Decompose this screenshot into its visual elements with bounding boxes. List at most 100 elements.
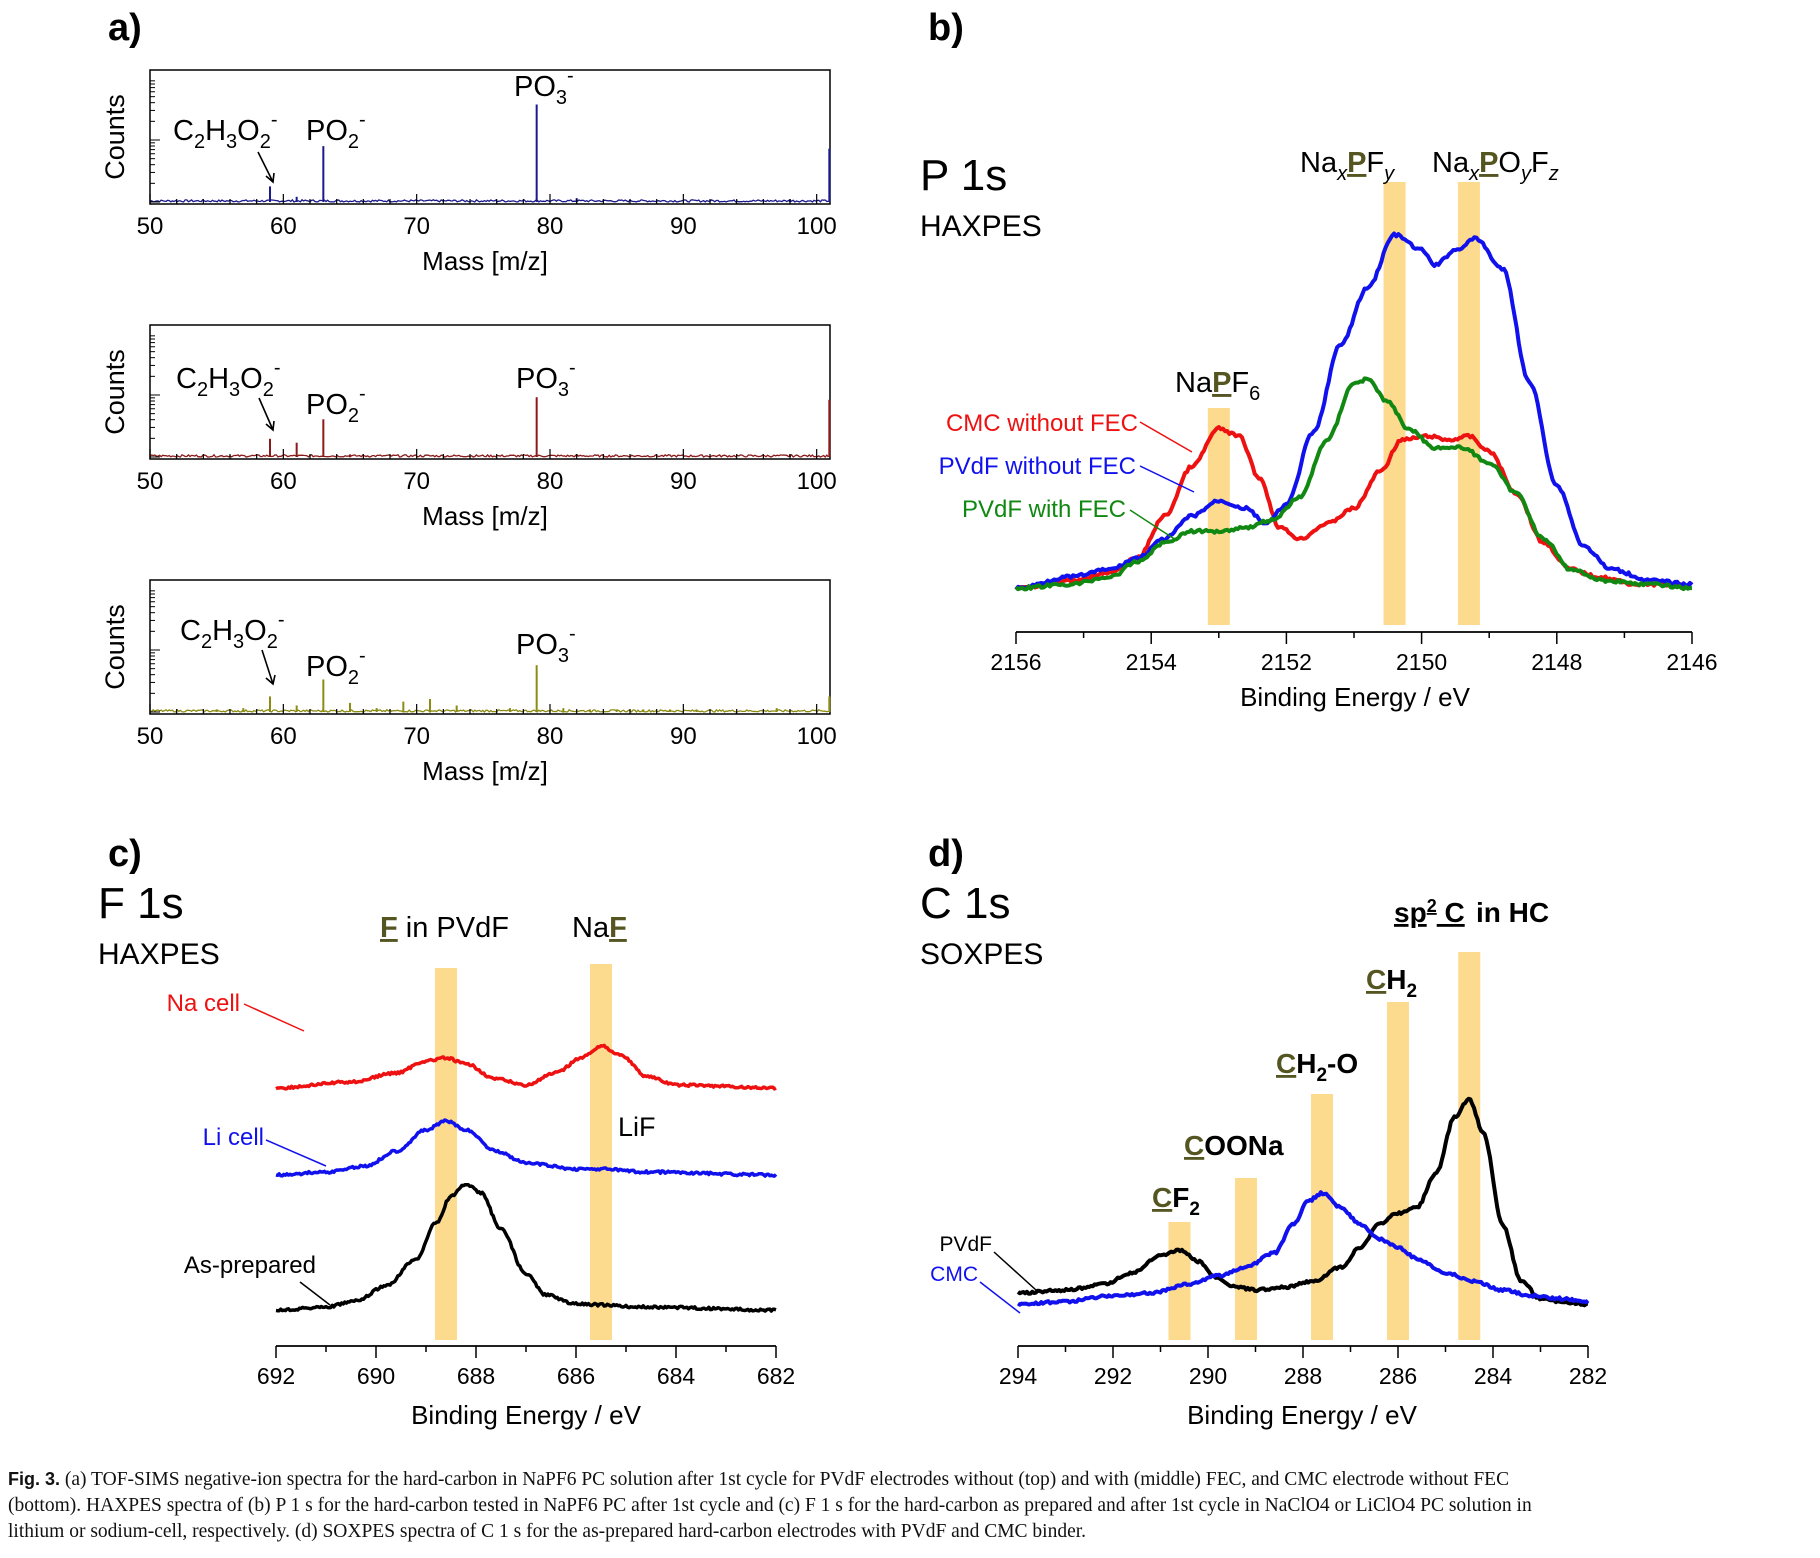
legend-li-cell: Li cell — [203, 1124, 264, 1151]
leader-pvdf — [993, 1251, 1037, 1291]
counts-axis-label: Counts — [100, 94, 130, 180]
legend-na-cell: Na cell — [167, 990, 240, 1017]
x-tick-label: 692 — [257, 1363, 295, 1389]
x-tick-label: 60 — [270, 723, 297, 750]
highlight-band — [1235, 1178, 1257, 1340]
annotations-middle: C2H3O2- PO2- PO3- — [176, 357, 576, 432]
x-tick-label: 80 — [537, 723, 564, 750]
label-c2h3o2: C2H3O2- — [176, 357, 281, 401]
caption-text-1: (a) TOF-SIMS negative-ion spectra for th… — [64, 1469, 1510, 1490]
arrow — [258, 397, 275, 432]
x-tick-label: 90 — [670, 723, 697, 750]
series-pvdf-with-fec — [1014, 376, 1693, 592]
x-tick-label: 70 — [403, 468, 430, 495]
figure-canvas: a) Counts Mass [m/z] 50 60 70 80 90 100 Count… — [98, 7, 1718, 1430]
panel-c-title: F 1s — [98, 879, 184, 928]
x-tick-label: 2156 — [990, 649, 1041, 675]
highlight-band — [1207, 408, 1230, 625]
x-tick-label: 2146 — [1666, 649, 1717, 675]
x-tick-label: 80 — [537, 213, 564, 240]
panel-d-subtitle: SOXPES — [920, 938, 1043, 971]
series-cmc — [1016, 1190, 1590, 1307]
caption-line-1: Fig. 3. (a) TOF-SIMS negative-ion spectr… — [8, 1466, 1808, 1493]
x-tick-label: 100 — [797, 468, 837, 495]
legend-pvdf-with-fec: PVdF with FEC — [962, 496, 1126, 523]
mass-axis-label: Mass [m/z] — [422, 501, 548, 531]
x-tick-label: 80 — [537, 468, 564, 495]
highlight-band — [1168, 1222, 1191, 1340]
counts-axis-label: Counts — [100, 604, 130, 690]
x-tick-label: 294 — [999, 1363, 1038, 1389]
series-pvdf-without-fec — [1014, 231, 1694, 591]
highlight-band — [1457, 182, 1480, 625]
x-tick-label: 90 — [670, 468, 697, 495]
panel-c-subtitle: HAXPES — [98, 938, 220, 971]
panel-b-label: b) — [928, 7, 964, 49]
spectrum-top: Counts Mass [m/z] 50 60 70 80 90 100 — [100, 69, 837, 276]
legend-pvdf: PVdF — [939, 1233, 992, 1256]
label-naxpoyfz: NaxPOyFz — [1432, 147, 1559, 185]
spectrum-bottom: Counts Mass [m/z] 50 60 70 80 90 100 — [100, 579, 837, 786]
label-ch2-o: CH2-O — [1276, 1048, 1358, 1086]
mass-axis-label: Mass [m/z] — [422, 756, 548, 786]
panel-c-xlabel: Binding Energy / eV — [411, 1400, 641, 1430]
x-tick-label: 2154 — [1126, 649, 1177, 675]
x-tick-label: 292 — [1094, 1363, 1132, 1389]
leader-cmc — [1139, 421, 1193, 453]
label-napf6: NaPF6 — [1175, 367, 1260, 405]
highlight-band — [1383, 182, 1406, 625]
x-tick-label: 284 — [1474, 1363, 1513, 1389]
legend-cmc-without-fec: CMC without FEC — [946, 410, 1138, 437]
panel-b-title: P 1s — [920, 151, 1007, 200]
series-as-prepared — [275, 1182, 777, 1313]
legend-cmc: CMC — [930, 1263, 978, 1286]
label-po2: PO2- — [306, 645, 366, 689]
label-naf: NaF — [572, 912, 627, 944]
annotations-top: C2H3O2- PO2- PO3- — [173, 65, 574, 184]
panel-b-subtitle: HAXPES — [920, 210, 1042, 243]
x-tick-label: 684 — [657, 1363, 696, 1389]
label-c2h3o2: C2H3O2- — [173, 109, 278, 153]
highlight-band — [1458, 952, 1481, 1340]
leader-cmc — [979, 1281, 1021, 1314]
mass-axis-label: Mass [m/z] — [422, 246, 548, 276]
panel-d-label: d) — [928, 833, 964, 875]
leader-pvdf — [1139, 465, 1195, 493]
label-po2: PO2- — [306, 383, 366, 427]
figure-caption: Fig. 3. (a) TOF-SIMS negative-ion spectr… — [8, 1466, 1808, 1545]
panel-b: b) P 1s HAXPES 2156 2154 2152 2150 2148 2146 … — [920, 7, 1718, 712]
x-tick-label: 50 — [137, 213, 164, 240]
x-tick-label: 288 — [1284, 1363, 1322, 1389]
x-tick-label: 60 — [270, 213, 297, 240]
label-po2: PO2- — [306, 109, 366, 153]
label-po3: PO3- — [516, 357, 576, 401]
leader-pvdf-fec — [1129, 509, 1177, 541]
leader-na — [243, 1003, 305, 1032]
series-na-cell — [275, 1043, 777, 1091]
highlight-band — [590, 964, 612, 1340]
highlight-band — [435, 968, 457, 1340]
label-po3: PO3- — [516, 623, 576, 667]
panel-d: d) C 1s SOXPES 294 292 290 288 286 284 282 Bin… — [920, 833, 1607, 1430]
series-pvdf — [1016, 1096, 1589, 1308]
x-tick-label: 60 — [270, 468, 297, 495]
series-li-cell — [275, 1118, 778, 1178]
baseline — [149, 453, 829, 458]
label-sp2-c-in-hc: sp2 C — [1394, 896, 1465, 928]
x-tick-label: 90 — [670, 213, 697, 240]
annotations-bottom: C2H3O2- PO2- PO3- — [180, 609, 576, 689]
panel-c-label: c) — [108, 833, 142, 875]
x-tick-label: 290 — [1189, 1363, 1227, 1389]
label-po3: PO3- — [514, 65, 574, 109]
leader-li — [265, 1139, 327, 1167]
x-tick-label: 690 — [357, 1363, 395, 1389]
x-tick-label: 282 — [1569, 1363, 1607, 1389]
spectrum-middle: Counts Mass [m/z] 50 60 70 80 90 100 — [100, 324, 837, 531]
label-c2h3o2: C2H3O2- — [180, 609, 285, 653]
panel-c: c) F 1s HAXPES 692 690 688 686 684 682 Bindin… — [98, 833, 795, 1430]
legend-pvdf-without-fec: PVdF without FEC — [939, 453, 1136, 480]
x-tick-label: 50 — [137, 723, 164, 750]
label-cf2: CF2 — [1152, 1182, 1200, 1220]
x-tick-label: 688 — [457, 1363, 495, 1389]
legend-as-prepared: As-prepared — [184, 1252, 316, 1279]
